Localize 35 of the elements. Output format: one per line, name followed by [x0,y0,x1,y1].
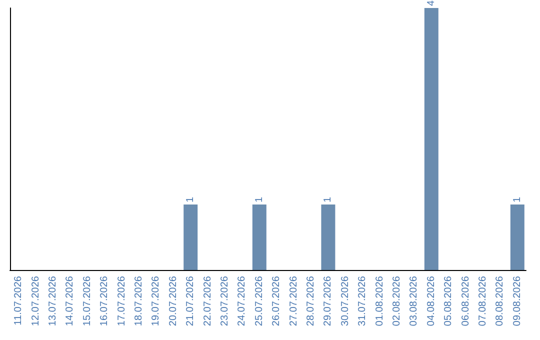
x-tick-label: 15.07.2026 [82,276,93,326]
x-tick-label: 01.08.2026 [374,276,386,326]
x-tick-label: 17.07.2026 [116,276,128,326]
data-label: 1 [512,196,523,202]
x-tick-label: 28.07.2026 [306,276,316,326]
x-tick-label: 16.07.2026 [99,276,110,326]
x-tick-label: 31.07.2026 [357,276,368,326]
x-tick-label: 26.07.2026 [271,276,282,326]
x-tick-label: 18.07.2026 [134,276,144,326]
x-tick-label: 19.07.2026 [150,276,162,326]
x-tick-label: 30.07.2026 [340,276,351,326]
x-tick-label: 24.07.2026 [236,276,248,326]
x-tick-label: 13.07.2026 [48,276,58,326]
x-tick-label: 03.08.2026 [408,276,420,326]
x-tick-label: 04.08.2026 [426,276,437,326]
x-tick-label: 22.07.2026 [202,276,214,326]
x-tick-label: 05.08.2026 [443,276,454,326]
data-label: 1 [254,196,265,202]
x-tick-label: 27.07.2026 [288,276,300,326]
data-label: 1 [322,196,334,202]
x-tick-label: 14.07.2026 [64,276,76,326]
x-tick-label: 23.07.2026 [220,276,230,326]
x-tick-label: 20.07.2026 [168,276,179,326]
x-tick-label: 09.08.2026 [512,276,523,326]
x-tick-label: 07.08.2026 [478,276,488,326]
x-tick-label: 21.07.2026 [185,276,196,326]
x-tick-label: 06.08.2026 [460,276,472,326]
x-tick-label: 25.07.2026 [254,276,265,326]
x-tick-label: 08.08.2026 [494,276,506,326]
x-tick-label: 02.08.2026 [392,276,402,326]
x-tick-label: 12.07.2026 [30,276,42,326]
x-tick-label: 29.07.2026 [322,276,334,326]
data-label: 4 [426,0,437,6]
data-label: 1 [185,196,196,202]
x-tick-label: 11.07.2026 [13,276,24,326]
